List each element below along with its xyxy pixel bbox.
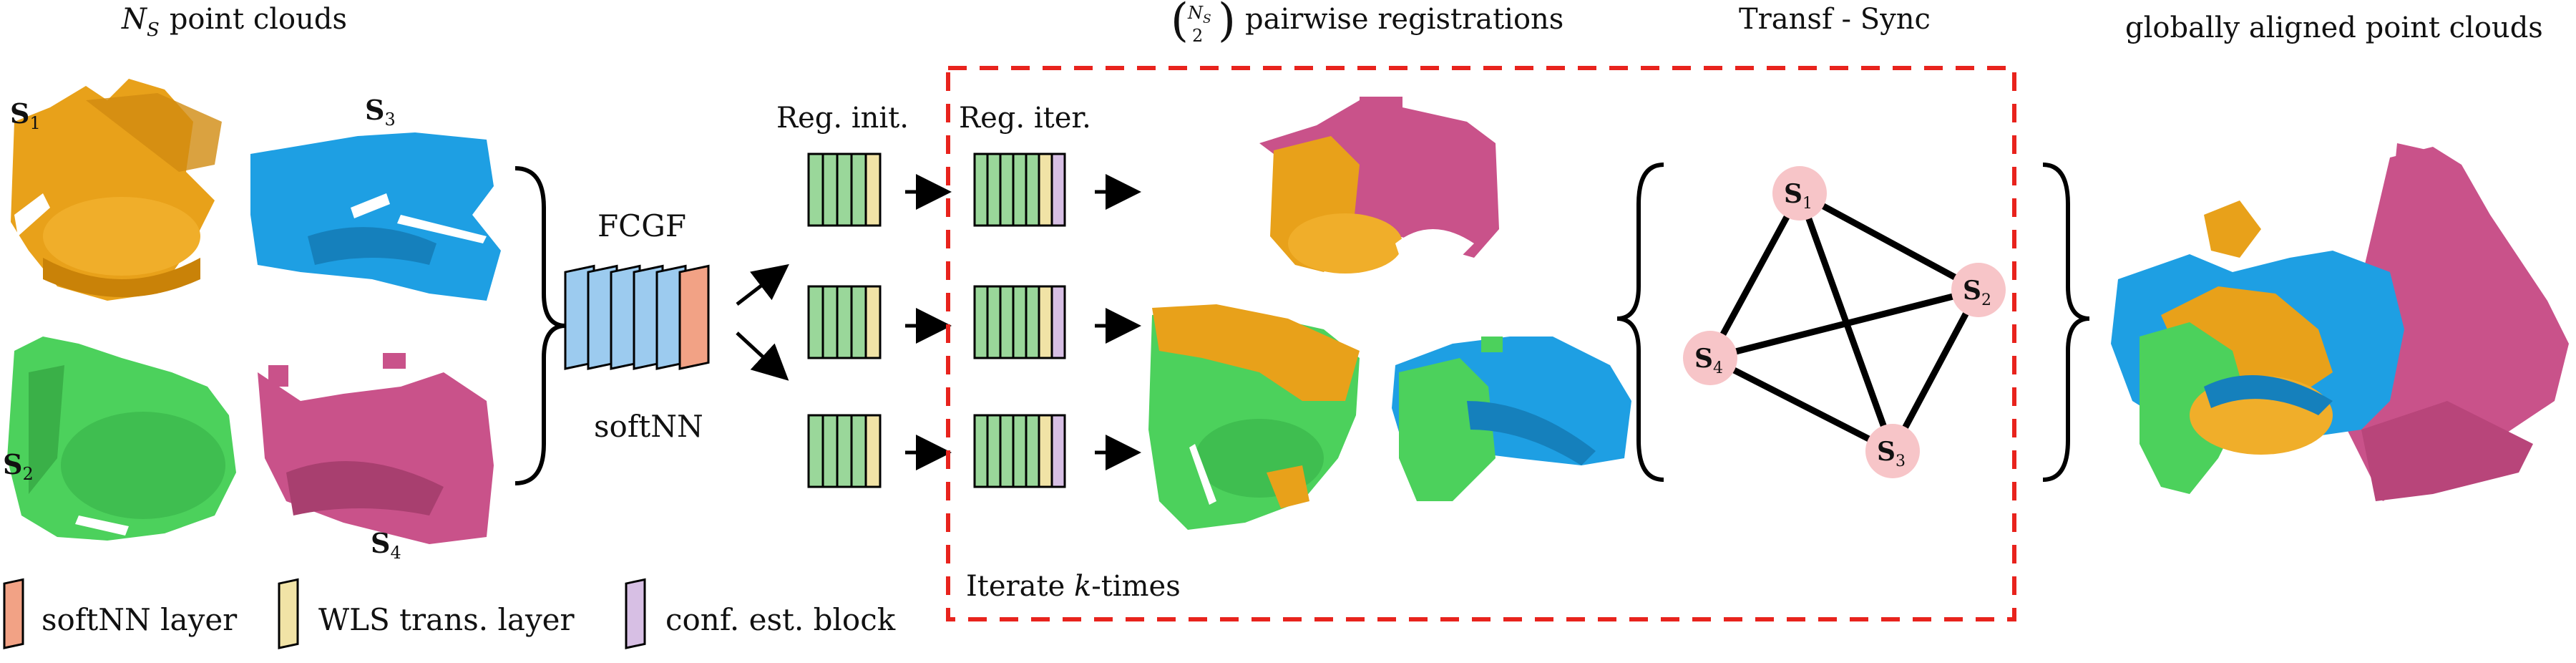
header-transf-sync: Transf - Sync xyxy=(1739,3,1931,36)
header-globally-aligned: globally aligned point clouds xyxy=(2125,11,2543,44)
point-cloud-s3 xyxy=(250,132,501,301)
svg-text:softNN layer: softNN layer xyxy=(42,602,238,637)
svg-text:S2: S2 xyxy=(1963,276,1991,309)
svg-text:conf. est. block: conf. est. block xyxy=(665,602,896,637)
reg-init-block-3 xyxy=(807,414,882,488)
label-s2: S2 xyxy=(3,448,34,484)
label-s1: S1 xyxy=(10,97,41,133)
svg-text:S1: S1 xyxy=(1784,179,1813,213)
legend-softnn: softNN layer xyxy=(3,578,238,649)
legend-wls: WLS trans. layer xyxy=(278,578,575,649)
label-s4: S4 xyxy=(371,527,401,563)
point-cloud-s2 xyxy=(7,337,236,541)
reg-iter-block-2 xyxy=(973,285,1066,359)
fcgf-network-block xyxy=(564,264,710,370)
svg-text:S3: S3 xyxy=(1877,437,1906,470)
label-softnn: softNN xyxy=(594,409,703,444)
iteration-box xyxy=(946,66,2016,621)
svg-text:2: 2 xyxy=(1192,26,1203,46)
sync-node-s1: S1 xyxy=(1772,166,1827,221)
label-s3: S3 xyxy=(365,94,396,130)
label-reg-iter: Reg. iter. xyxy=(959,102,1091,135)
arrow-fcgf-down xyxy=(736,332,789,381)
legend-conf: conf. est. block xyxy=(625,578,896,649)
label-reg-init: Reg. init. xyxy=(776,102,909,135)
arrow-fcgf-up xyxy=(736,263,789,306)
sync-graph xyxy=(1707,190,1981,455)
svg-text:S4: S4 xyxy=(1694,344,1723,377)
brace-sync-right xyxy=(2042,163,2090,482)
reg-init-block-1 xyxy=(807,153,882,227)
svg-text:): ) xyxy=(1218,0,1236,47)
label-fcgf: FCGF xyxy=(597,208,686,243)
point-cloud-s4 xyxy=(258,353,494,544)
reg-iter-block-3 xyxy=(973,414,1066,488)
pairwise-result-3 xyxy=(1392,337,1631,501)
svg-text:NS: NS xyxy=(1187,3,1211,26)
header-pairwise: ( NS 2 ) pairwise registrations xyxy=(1171,0,1563,47)
reg-iter-block-1 xyxy=(973,153,1066,227)
label-iterate: Iterate k-times xyxy=(966,570,1181,603)
svg-text:pairwise registrations: pairwise registrations xyxy=(1245,3,1563,36)
brace-sync-left xyxy=(1616,163,1664,482)
global-aligned-clouds xyxy=(2111,143,2569,501)
sync-node-s4: S4 xyxy=(1683,331,1737,385)
pairwise-result-1 xyxy=(1259,97,1499,274)
reg-init-block-2 xyxy=(807,285,882,359)
pairwise-result-2 xyxy=(1148,304,1360,530)
sync-node-s2: S2 xyxy=(1951,263,2006,317)
sync-node-s3: S3 xyxy=(1865,424,1920,478)
svg-text:WLS trans. layer: WLS trans. layer xyxy=(318,602,575,637)
header-point-clouds: NS point clouds xyxy=(121,3,347,41)
brace-input xyxy=(514,166,566,485)
svg-text:(: ( xyxy=(1171,0,1189,47)
point-cloud-s1 xyxy=(11,79,222,301)
